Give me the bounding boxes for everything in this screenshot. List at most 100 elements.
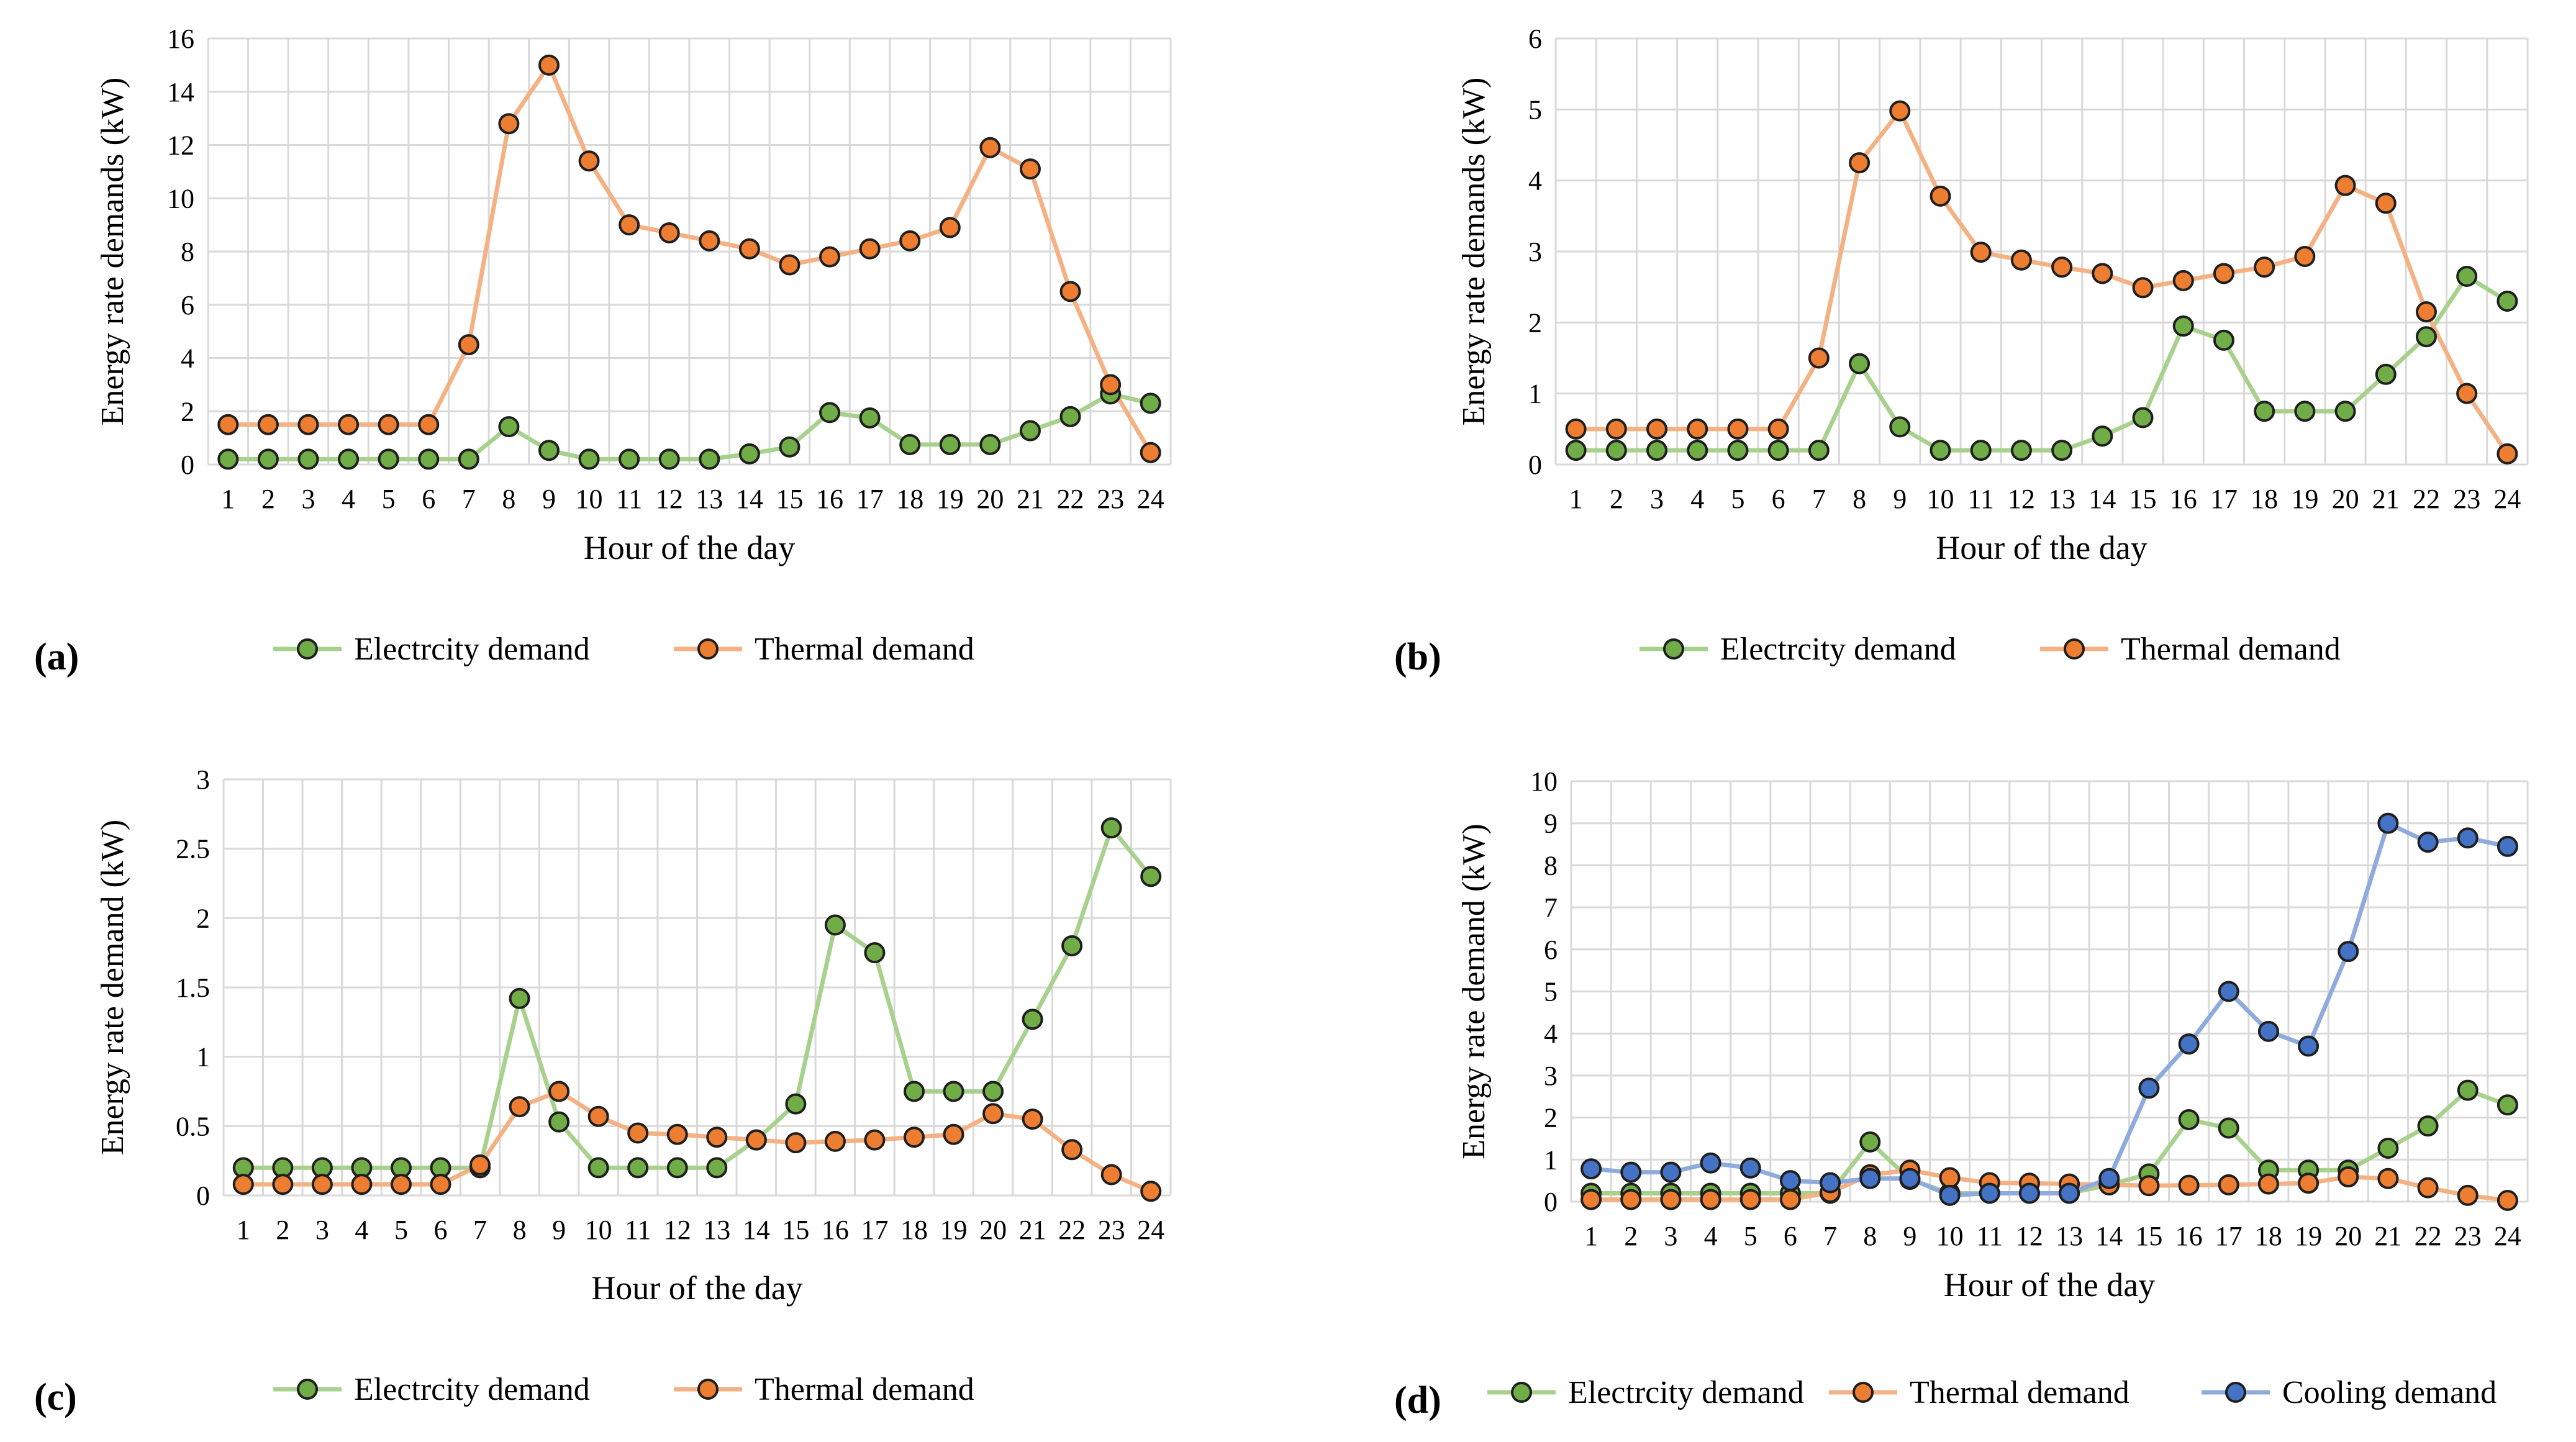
legend-swatch-marker-electricity — [297, 638, 318, 660]
y-tick-label: 4 — [1544, 1018, 1558, 1049]
y-tick-label: 1 — [196, 1042, 210, 1072]
legend-label-electricity: Electrcity demand — [354, 632, 590, 667]
x-tick-label: 21 — [2374, 1221, 2401, 1251]
data-point-cooling — [2018, 1182, 2040, 1204]
x-tick-label: 19 — [2291, 484, 2318, 514]
data-point-electricity — [2051, 440, 2073, 461]
x-tick-label: 24 — [1137, 484, 1164, 514]
y-axis-label: Energy rate demand (kW) — [95, 820, 130, 1155]
data-point-thermal — [548, 1081, 570, 1102]
data-point-thermal — [2132, 277, 2154, 299]
data-point-electricity — [378, 448, 399, 470]
legend-label-electricity: Electrcity demand — [354, 1372, 590, 1407]
x-tick-label: 22 — [1058, 1215, 1086, 1245]
data-point-electricity — [2497, 1094, 2518, 1116]
data-point-thermal — [2254, 256, 2275, 278]
x-tick-label: 16 — [822, 1215, 849, 1245]
data-point-thermal — [232, 1174, 254, 1195]
x-tick-label: 7 — [1812, 484, 1826, 514]
data-point-cooling — [1700, 1152, 1721, 1174]
data-point-electricity — [903, 1081, 925, 1102]
data-point-electricity — [627, 1157, 649, 1179]
data-point-thermal — [864, 1129, 886, 1151]
data-point-thermal — [338, 414, 360, 435]
y-tick-label: 1.5 — [176, 973, 210, 1003]
y-axis-label: Energy rate demands (kW) — [95, 78, 130, 426]
data-point-electricity — [1059, 406, 1081, 427]
x-tick-label: 11 — [1968, 484, 1994, 514]
x-tick-label: 15 — [776, 484, 803, 514]
x-tick-label: 6 — [433, 1215, 447, 1245]
data-point-thermal — [943, 1123, 964, 1145]
x-tick-label: 8 — [1853, 484, 1866, 514]
data-point-electricity — [785, 1093, 807, 1115]
x-tick-label: 2 — [1610, 484, 1623, 514]
data-point-thermal — [1687, 418, 1708, 440]
x-tick-label: 20 — [976, 484, 1004, 514]
y-tick-label: 3 — [196, 764, 210, 795]
data-point-thermal — [1581, 1189, 1602, 1210]
data-point-electricity — [666, 1157, 688, 1179]
y-tick-label: 12 — [167, 130, 194, 161]
data-point-thermal — [2218, 1174, 2239, 1195]
legend-swatch-marker-thermal — [697, 638, 719, 660]
data-point-electricity — [509, 987, 530, 1009]
data-point-electricity — [1727, 440, 1749, 461]
data-point-cooling — [1739, 1157, 1761, 1179]
x-tick-label: 20 — [2332, 484, 2359, 514]
x-tick-label: 5 — [1731, 484, 1744, 514]
data-point-thermal — [1100, 1164, 1122, 1186]
data-point-electricity — [2178, 1109, 2200, 1130]
x-tick-label: 18 — [896, 484, 923, 514]
data-point-electricity — [706, 1157, 728, 1179]
x-tick-label: 3 — [1650, 484, 1664, 514]
data-point-electricity — [738, 443, 760, 465]
data-point-thermal — [1970, 242, 1992, 263]
x-tick-label: 15 — [2135, 1221, 2162, 1251]
y-tick-label: 14 — [167, 77, 194, 107]
data-point-electricity — [658, 448, 680, 470]
y-tick-label: 16 — [167, 24, 194, 54]
x-tick-label: 11 — [625, 1215, 651, 1245]
x-tick-label: 13 — [703, 1215, 730, 1245]
data-point-thermal — [1565, 418, 1587, 440]
x-tick-label: 2 — [261, 484, 275, 514]
x-tick-label: 7 — [462, 484, 476, 514]
data-point-thermal — [2497, 1189, 2518, 1211]
data-point-thermal — [1019, 158, 1041, 180]
data-point-thermal — [430, 1174, 451, 1195]
data-point-electricity — [548, 1111, 570, 1133]
y-tick-label: 3 — [1528, 237, 1542, 267]
x-tick-label: 17 — [2210, 484, 2238, 514]
data-point-thermal — [1140, 1181, 1162, 1202]
x-tick-label: 13 — [2056, 1221, 2083, 1251]
data-point-thermal — [1660, 1189, 1682, 1210]
x-tick-label: 5 — [382, 484, 396, 514]
y-axis-label: Energy rate demand (kW) — [1456, 823, 1492, 1159]
data-point-cooling — [1620, 1161, 1642, 1183]
data-point-electricity — [578, 448, 600, 470]
data-point-electricity — [824, 914, 846, 936]
x-tick-label: 22 — [1057, 484, 1084, 514]
data-point-thermal — [658, 222, 680, 243]
data-point-thermal — [2456, 383, 2478, 404]
data-point-thermal — [1739, 1189, 1761, 1210]
legend-swatch-marker-electricity — [1511, 1382, 1532, 1403]
data-point-thermal — [458, 334, 479, 356]
y-tick-label: 0.5 — [176, 1111, 210, 1141]
data-point-electricity — [2218, 1117, 2239, 1139]
data-point-cooling — [1660, 1161, 1682, 1183]
data-point-thermal — [538, 54, 560, 76]
data-point-thermal — [1849, 152, 1871, 174]
data-point-electricity — [338, 448, 360, 470]
data-point-electricity — [2377, 1138, 2399, 1159]
data-point-electricity — [297, 448, 319, 470]
x-tick-label: 7 — [1823, 1221, 1837, 1251]
x-tick-label: 17 — [856, 484, 884, 514]
data-point-cooling — [2098, 1168, 2120, 1189]
data-point-thermal — [1646, 418, 1668, 440]
x-tick-label: 14 — [736, 484, 763, 514]
data-point-electricity — [864, 942, 886, 964]
data-point-electricity — [2213, 329, 2234, 351]
